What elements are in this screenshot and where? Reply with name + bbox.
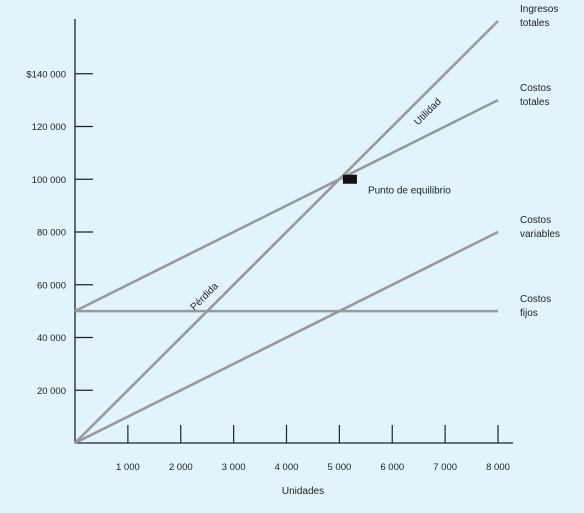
y-tick-label: 120 000 — [32, 122, 66, 133]
series-line-1 — [74, 98, 499, 313]
y-tick-label: 100 000 — [32, 175, 66, 186]
series-label-2: Costos — [520, 215, 551, 226]
series-label-2: variables — [520, 229, 560, 240]
series-label-3: Costos — [520, 294, 551, 305]
series-label-0: Ingresos — [520, 4, 558, 15]
y-tick-label: 40 000 — [37, 333, 66, 344]
loss-label: Pérdida — [189, 281, 221, 313]
y-tick-label: 80 000 — [37, 228, 66, 239]
y-tick-label: 60 000 — [37, 280, 66, 291]
breakeven-marker — [342, 174, 357, 184]
series-label-0: totales — [520, 18, 549, 29]
x-tick-label: 8 000 — [486, 462, 510, 473]
series-line-0 — [74, 20, 499, 444]
y-tick-label: 20 000 — [37, 386, 66, 397]
series-label-1: Costos — [520, 83, 551, 94]
y-tick-label: $140 000 — [26, 69, 66, 80]
series-line-2 — [74, 230, 499, 445]
x-tick-label: 5 000 — [327, 462, 351, 473]
x-tick-label: 4 000 — [275, 462, 299, 473]
series-label-1: totales — [520, 97, 549, 108]
x-tick-label: 1 000 — [116, 462, 140, 473]
x-tick-label: 6 000 — [380, 462, 404, 473]
x-axis-title: Unidades — [282, 486, 324, 497]
x-tick-label: 3 000 — [222, 462, 246, 473]
x-tick-label: 7 000 — [433, 462, 457, 473]
breakeven-label: Punto de equilibrio — [368, 185, 451, 196]
x-tick-label: 2 000 — [169, 462, 193, 473]
series-label-3: fijos — [520, 308, 538, 319]
